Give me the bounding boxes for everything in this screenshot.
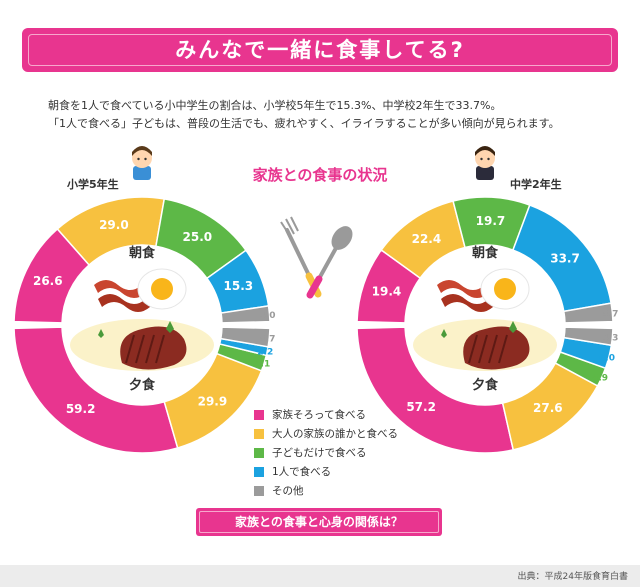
dinner-label: 夕食 xyxy=(129,377,156,393)
legend-swatch-gray xyxy=(254,485,264,496)
donut-segment xyxy=(563,326,614,347)
footer: 出典：平成24年版食育白書 xyxy=(0,565,640,587)
data-label: 57.2 xyxy=(406,400,436,414)
breakfast-label: 朝食 xyxy=(472,245,499,261)
source-note: 出典：平成24年版食育白書 xyxy=(517,572,628,582)
legend-swatch-pink xyxy=(254,409,264,420)
steak-icon xyxy=(413,319,557,371)
dinner-label: 夕食 xyxy=(472,377,499,393)
legend-label: 家族そろって食べる xyxy=(272,409,366,421)
legend-item: 子どもだけで食べる xyxy=(254,443,398,462)
title-banner-border xyxy=(28,34,612,66)
grade-label-elementary: 小学5年生 xyxy=(67,178,119,191)
boy-elementary-icon xyxy=(132,146,152,180)
data-label: 4.0 xyxy=(260,311,276,321)
legend-item: その他 xyxy=(254,481,398,500)
donut-segment xyxy=(559,336,613,370)
legend-item: 家族そろって食べる xyxy=(254,405,398,424)
data-label: 59.2 xyxy=(66,402,96,416)
data-label: 6.0 xyxy=(599,353,615,363)
donut-segment xyxy=(356,326,515,454)
legend-label: 大人の家族の誰かと食べる xyxy=(272,428,398,440)
legend-swatch-yellow xyxy=(254,428,264,439)
title-banner: みんなで一緒に食事してる? xyxy=(22,28,618,72)
donut-segment xyxy=(554,351,607,387)
donut-segment xyxy=(562,302,614,324)
legend-label: 1人で食べる xyxy=(272,466,332,478)
steak-icon xyxy=(70,319,214,371)
intro-line-1: 朝食を1人で食べている小中学生の割合は、小学校5年生で15.3%、中学校2年生で… xyxy=(48,99,502,112)
data-label: 33.7 xyxy=(550,252,580,266)
legend-swatch-green xyxy=(254,447,264,458)
donut-segment xyxy=(220,305,271,324)
legend-label: その他 xyxy=(272,485,304,497)
data-label: 29.0 xyxy=(99,218,129,232)
data-label: 4.3 xyxy=(602,334,618,344)
legend-swatch-blue xyxy=(254,466,264,477)
donut-segment xyxy=(163,352,263,449)
boy-junior-high-icon xyxy=(475,146,495,180)
data-label: 4.9 xyxy=(592,373,608,383)
donut-segment xyxy=(13,326,179,454)
legend: 家族そろって食べる 大人の家族の誰かと食べる 子どもだけで食べる 1人で食べる … xyxy=(254,405,398,500)
data-label: 22.4 xyxy=(412,232,442,246)
data-label: 4.7 xyxy=(259,334,275,344)
data-label: 2.2 xyxy=(257,348,273,358)
data-label: 4.1 xyxy=(254,360,270,370)
grade-label-junior-high: 中学2年生 xyxy=(510,178,562,191)
data-label: 15.3 xyxy=(224,279,254,293)
legend-item: 1人で食べる xyxy=(254,462,398,481)
donut-junior-high: 19.4 22.4 19.7 33.7 4.7 朝食 57.2 27.6 4.9 6.0 4.3 夕食 xyxy=(355,196,618,454)
intro-text: 朝食を1人で食べている小中学生の割合は、小学校5年生で15.3%、中学校2年生で… xyxy=(48,97,560,133)
page-title: みんなで一緒に食事してる? xyxy=(175,38,465,62)
family-meal-relationship-button[interactable]: 家族との食事と心身の関係は？ xyxy=(196,508,442,536)
legend-item: 大人の家族の誰かと食べる xyxy=(254,424,398,443)
data-label: 27.6 xyxy=(533,401,563,415)
data-label: 26.6 xyxy=(33,274,63,288)
data-label: 19.4 xyxy=(372,285,402,299)
bacon-egg-icon xyxy=(437,268,530,312)
cta-border xyxy=(199,511,439,533)
donut-segment xyxy=(219,326,271,348)
intro-line-2: 「1人で食べる」子どもは、普段の生活でも、疲れやすく、イライラすることが多い傾向… xyxy=(48,117,560,130)
data-label: 25.0 xyxy=(183,230,213,244)
chart-title: 家族との食事の状況 xyxy=(252,166,388,184)
data-label: 19.7 xyxy=(476,214,506,228)
legend-label: 子どもだけで食べる xyxy=(272,447,367,459)
cta-label: 家族との食事と心身の関係は？ xyxy=(235,515,403,529)
fork-spoon-icon xyxy=(280,216,353,299)
donut-segment xyxy=(501,362,599,451)
donut-elementary: 26.6 29.0 25.0 15.3 4.0 朝食 59.2 29.9 4.1 2.2 4.7 夕食 xyxy=(12,196,276,454)
donut-segment xyxy=(215,343,268,372)
breakfast-label: 朝食 xyxy=(129,245,156,261)
bacon-egg-icon xyxy=(94,268,187,312)
data-label: 29.9 xyxy=(198,395,228,409)
data-label: 4.7 xyxy=(602,310,618,320)
